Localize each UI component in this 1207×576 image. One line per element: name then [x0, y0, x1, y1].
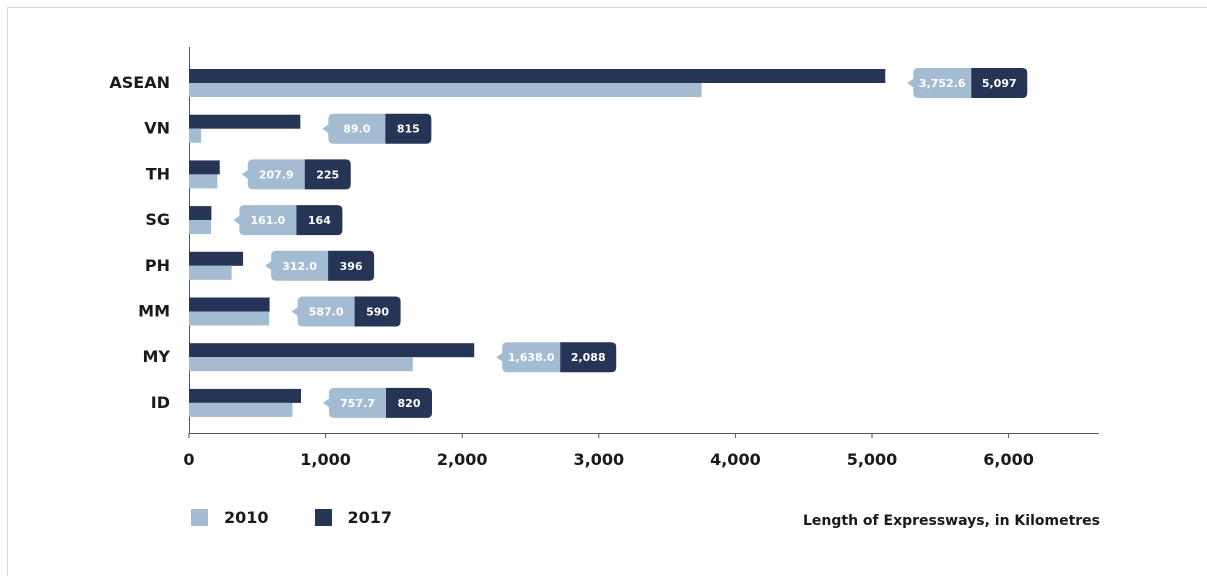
callout-2017-bg [971, 68, 1028, 98]
data-label-2010: 312.0 [282, 260, 317, 273]
data-label-2010: 757.7 [340, 397, 375, 410]
data-callout: 161.0 164 [233, 205, 343, 236]
bar-2010 [189, 265, 232, 280]
callout-2010-bg [913, 68, 972, 98]
chart-frame [7, 7, 1207, 576]
callout-2017-bg [354, 296, 401, 327]
x-axis-label: Length of Expressways, in Kilometres [802, 513, 1100, 529]
bar-2010 [189, 128, 202, 143]
callout-pointer [907, 78, 915, 88]
callout-2017-bg [304, 159, 351, 190]
x-tick-label: 3,000 [573, 450, 624, 469]
callout-pointer [233, 215, 241, 226]
x-tick-label: 0 [183, 450, 194, 469]
data-callout: 587.0 590 [291, 296, 401, 327]
callout-2017-bg [560, 342, 617, 373]
legend-label-2010: 2010 [224, 508, 269, 527]
bar-2017 [189, 160, 220, 175]
legend: 2010 2017 [191, 508, 438, 527]
x-tick-label: 1,000 [300, 450, 351, 469]
callout-2010-bg [502, 342, 561, 373]
category-label: TH [146, 164, 170, 183]
data-label-2010: 207.9 [259, 168, 294, 181]
x-tick-label: 2,000 [437, 450, 488, 469]
data-label-2017: 820 [398, 397, 421, 410]
bar-2010 [189, 357, 413, 372]
callout-pointer [241, 169, 249, 180]
legend-item-2010: 2010 [191, 508, 269, 527]
callout-2010-bg [247, 159, 305, 190]
bar-2017 [189, 297, 270, 312]
legend-swatch-2010 [191, 509, 208, 526]
legend-label-2017: 2017 [347, 508, 393, 527]
bar-2010 [189, 83, 702, 97]
callout-pointer [496, 352, 504, 363]
callout-2010-bg [297, 296, 355, 327]
data-label-2010: 3,752.6 [919, 77, 966, 90]
legend-swatch-2017 [314, 509, 332, 526]
category-label: MM [138, 302, 170, 321]
data-label-2017: 2,088 [571, 351, 606, 364]
bar-2017 [189, 114, 301, 129]
bar-2017 [189, 206, 212, 221]
bar-2017 [189, 343, 475, 358]
data-callout: 89.0 815 [322, 113, 432, 144]
bar-2017 [189, 69, 886, 83]
data-label-2017: 396 [340, 260, 363, 273]
x-tick-label: 4,000 [710, 450, 761, 469]
category-label: ID [151, 393, 170, 412]
data-callout: 207.9 225 [241, 159, 351, 190]
callout-pointer [265, 260, 273, 271]
data-label-2010: 89.0 [343, 123, 370, 136]
callout-2010-bg [271, 250, 329, 281]
callout-pointer [291, 306, 299, 317]
bar-2017 [189, 251, 244, 266]
x-tick-label: 5,000 [847, 450, 898, 469]
category-label: ASEAN [109, 73, 170, 92]
data-label-2017: 5,097 [982, 77, 1017, 90]
data-callout: 1,638.0 2,088 [496, 342, 617, 373]
callout-pointer [322, 123, 330, 134]
callout-2017-bg [328, 250, 375, 281]
callout-2017-bg [386, 387, 433, 418]
data-label-2010: 587.0 [309, 306, 344, 319]
category-label: SG [145, 210, 170, 229]
category-label: PH [145, 256, 170, 275]
category-label: VN [144, 119, 170, 138]
legend-item-2017: 2017 [314, 508, 393, 527]
bar-2010 [189, 220, 211, 235]
data-label-2010: 1,638.0 [508, 351, 555, 364]
bar-2017 [189, 388, 302, 403]
data-callout: 757.7 820 [323, 387, 433, 418]
data-label-2017: 164 [308, 214, 331, 227]
bar-2010 [189, 311, 270, 326]
callout-2010-bg [329, 387, 387, 418]
data-callout: 3,752.6 5,097 [907, 68, 1028, 98]
data-label-2017: 815 [397, 123, 420, 136]
data-label-2017: 590 [366, 306, 389, 319]
x-tick-label: 6,000 [983, 450, 1034, 469]
category-label: MY [142, 347, 170, 366]
callout-2010-bg [239, 205, 297, 236]
bar-2010 [189, 174, 218, 189]
callout-pointer [323, 397, 331, 408]
data-label-2017: 225 [316, 168, 339, 181]
data-callout: 312.0 396 [265, 250, 375, 281]
callout-2010-bg [328, 113, 386, 144]
callout-2017-bg [385, 113, 432, 144]
data-label-2010: 161.0 [251, 214, 286, 227]
bar-2010 [189, 402, 293, 417]
callout-2017-bg [296, 205, 343, 236]
